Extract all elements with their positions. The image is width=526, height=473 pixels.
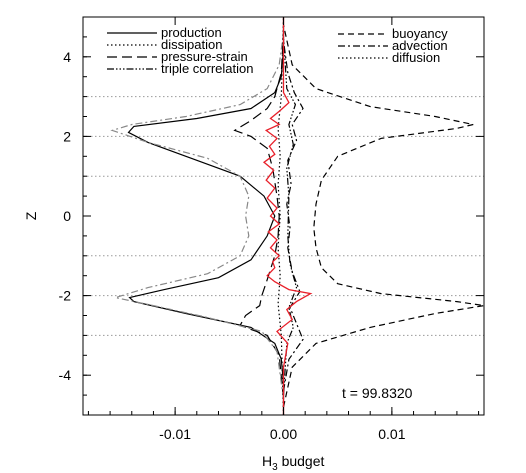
y-tick-label-2: 0 [63,208,71,224]
legend-label-5: advection [392,38,448,53]
series-line-buoyancy [282,24,485,408]
series-line-diffusion [110,32,285,400]
x-tick-label-0: -0.01 [159,426,191,442]
x-axis-title-suffix: budget [278,453,325,469]
legend-label-1: dissipation [161,37,222,52]
legend-label-2: pressure-strain [161,49,248,64]
x-tick-label-1: 0.00 [270,426,297,442]
legend-label-0: production [161,25,222,40]
x-axis-title-subscript: 3 [272,462,278,473]
y-tick-label-3: 2 [63,128,71,144]
series-line-sum [262,17,313,415]
x-axis-title-main: H [262,453,272,469]
y-axis-title: Z [23,211,39,220]
series-line-advection [282,40,304,392]
series-line-triple-correlation [282,36,298,396]
legend-label-4: buoyancy [392,26,448,41]
reference-lines [83,96,484,336]
y-tick-label-1: -2 [59,288,72,304]
y-tick-label-0: -4 [59,367,72,383]
series-line-pressure-strain [233,32,285,400]
series-line-dissipation [277,16,285,416]
legend-label-3: triple correlation [161,61,254,76]
x-axis-title: H3 budget [262,453,325,473]
y-tick-label-4: 4 [63,49,71,65]
time-annotation: t = 99.8320 [342,385,413,401]
series-line-production [127,17,285,415]
x-tick-label-2: 0.01 [378,426,405,442]
series-lines [110,16,485,416]
axis-ticks: -0.01 0.00 0.01 -4 -2 0 2 4 [59,17,484,442]
legend-label-6: diffusion [392,50,440,65]
legend: productiondissipationpressure-straintrip… [107,25,448,76]
